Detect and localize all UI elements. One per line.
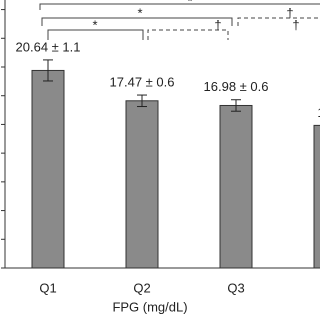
- bracket: [237, 17, 320, 26]
- bracket: [39, 3, 320, 10]
- x-tick-label: Q2: [133, 280, 150, 295]
- annotation: †: [286, 5, 293, 20]
- annotation: †: [214, 17, 221, 32]
- bar: [219, 104, 253, 269]
- value-label: 20.64 ± 1.1: [16, 39, 81, 54]
- x-tick-label: Q3: [227, 280, 244, 295]
- value-label: 14.9: [317, 105, 320, 120]
- x-tick-label: Q1: [39, 280, 56, 295]
- bar: [313, 124, 320, 269]
- annotation: *: [92, 17, 97, 32]
- annotation: *: [137, 5, 142, 20]
- bar: [31, 69, 65, 269]
- bracket: [47, 29, 144, 40]
- value-label: 17.47 ± 0.6: [110, 74, 175, 89]
- bracket: [41, 17, 233, 26]
- bar: [125, 100, 159, 269]
- x-axis-label: FPG (mg/dL): [112, 299, 187, 314]
- annotation: *: [187, 0, 192, 8]
- bracket: [147, 29, 229, 40]
- annotation: †: [292, 17, 299, 32]
- value-label: 16.98 ± 0.6: [204, 79, 269, 94]
